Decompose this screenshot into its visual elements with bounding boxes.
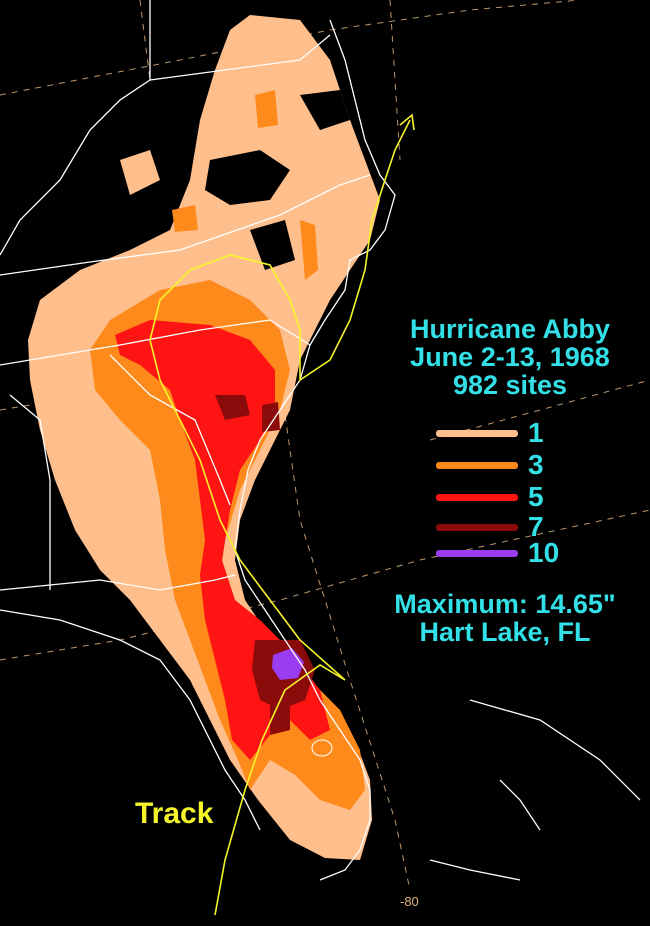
legend-swatch: [436, 462, 518, 469]
storm-dates: June 2-13, 1968: [410, 342, 610, 372]
legend-value: 10: [528, 537, 560, 568]
legend-item: 7: [436, 512, 636, 542]
maximum-value: Maximum: 14.65": [394, 589, 616, 619]
legend-item: 5: [436, 482, 636, 512]
legend-swatch: [436, 494, 518, 501]
state-boundaries: [0, 0, 371, 591]
legend-value: 7: [528, 511, 544, 542]
longitude-label: -80: [400, 894, 419, 909]
coastline: [0, 19, 641, 881]
maximum-location: Hart Lake, FL: [419, 617, 591, 647]
legend-value: 3: [528, 449, 544, 480]
legend-value: 5: [528, 481, 544, 512]
legend-item: 3: [436, 450, 636, 480]
legend-swatch: [436, 550, 518, 557]
storm-track: [149, 113, 415, 916]
legend-swatch: [436, 524, 518, 531]
lake-okeechobee: [311, 739, 333, 757]
legend-swatch: [436, 430, 518, 437]
legend-item: 10: [436, 538, 636, 568]
track-label: Track: [135, 797, 214, 830]
storm-name: Hurricane Abby: [409, 314, 611, 344]
legend-item: 1: [436, 418, 636, 448]
site-count: 982 sites: [452, 370, 568, 400]
legend-value: 1: [528, 417, 544, 448]
